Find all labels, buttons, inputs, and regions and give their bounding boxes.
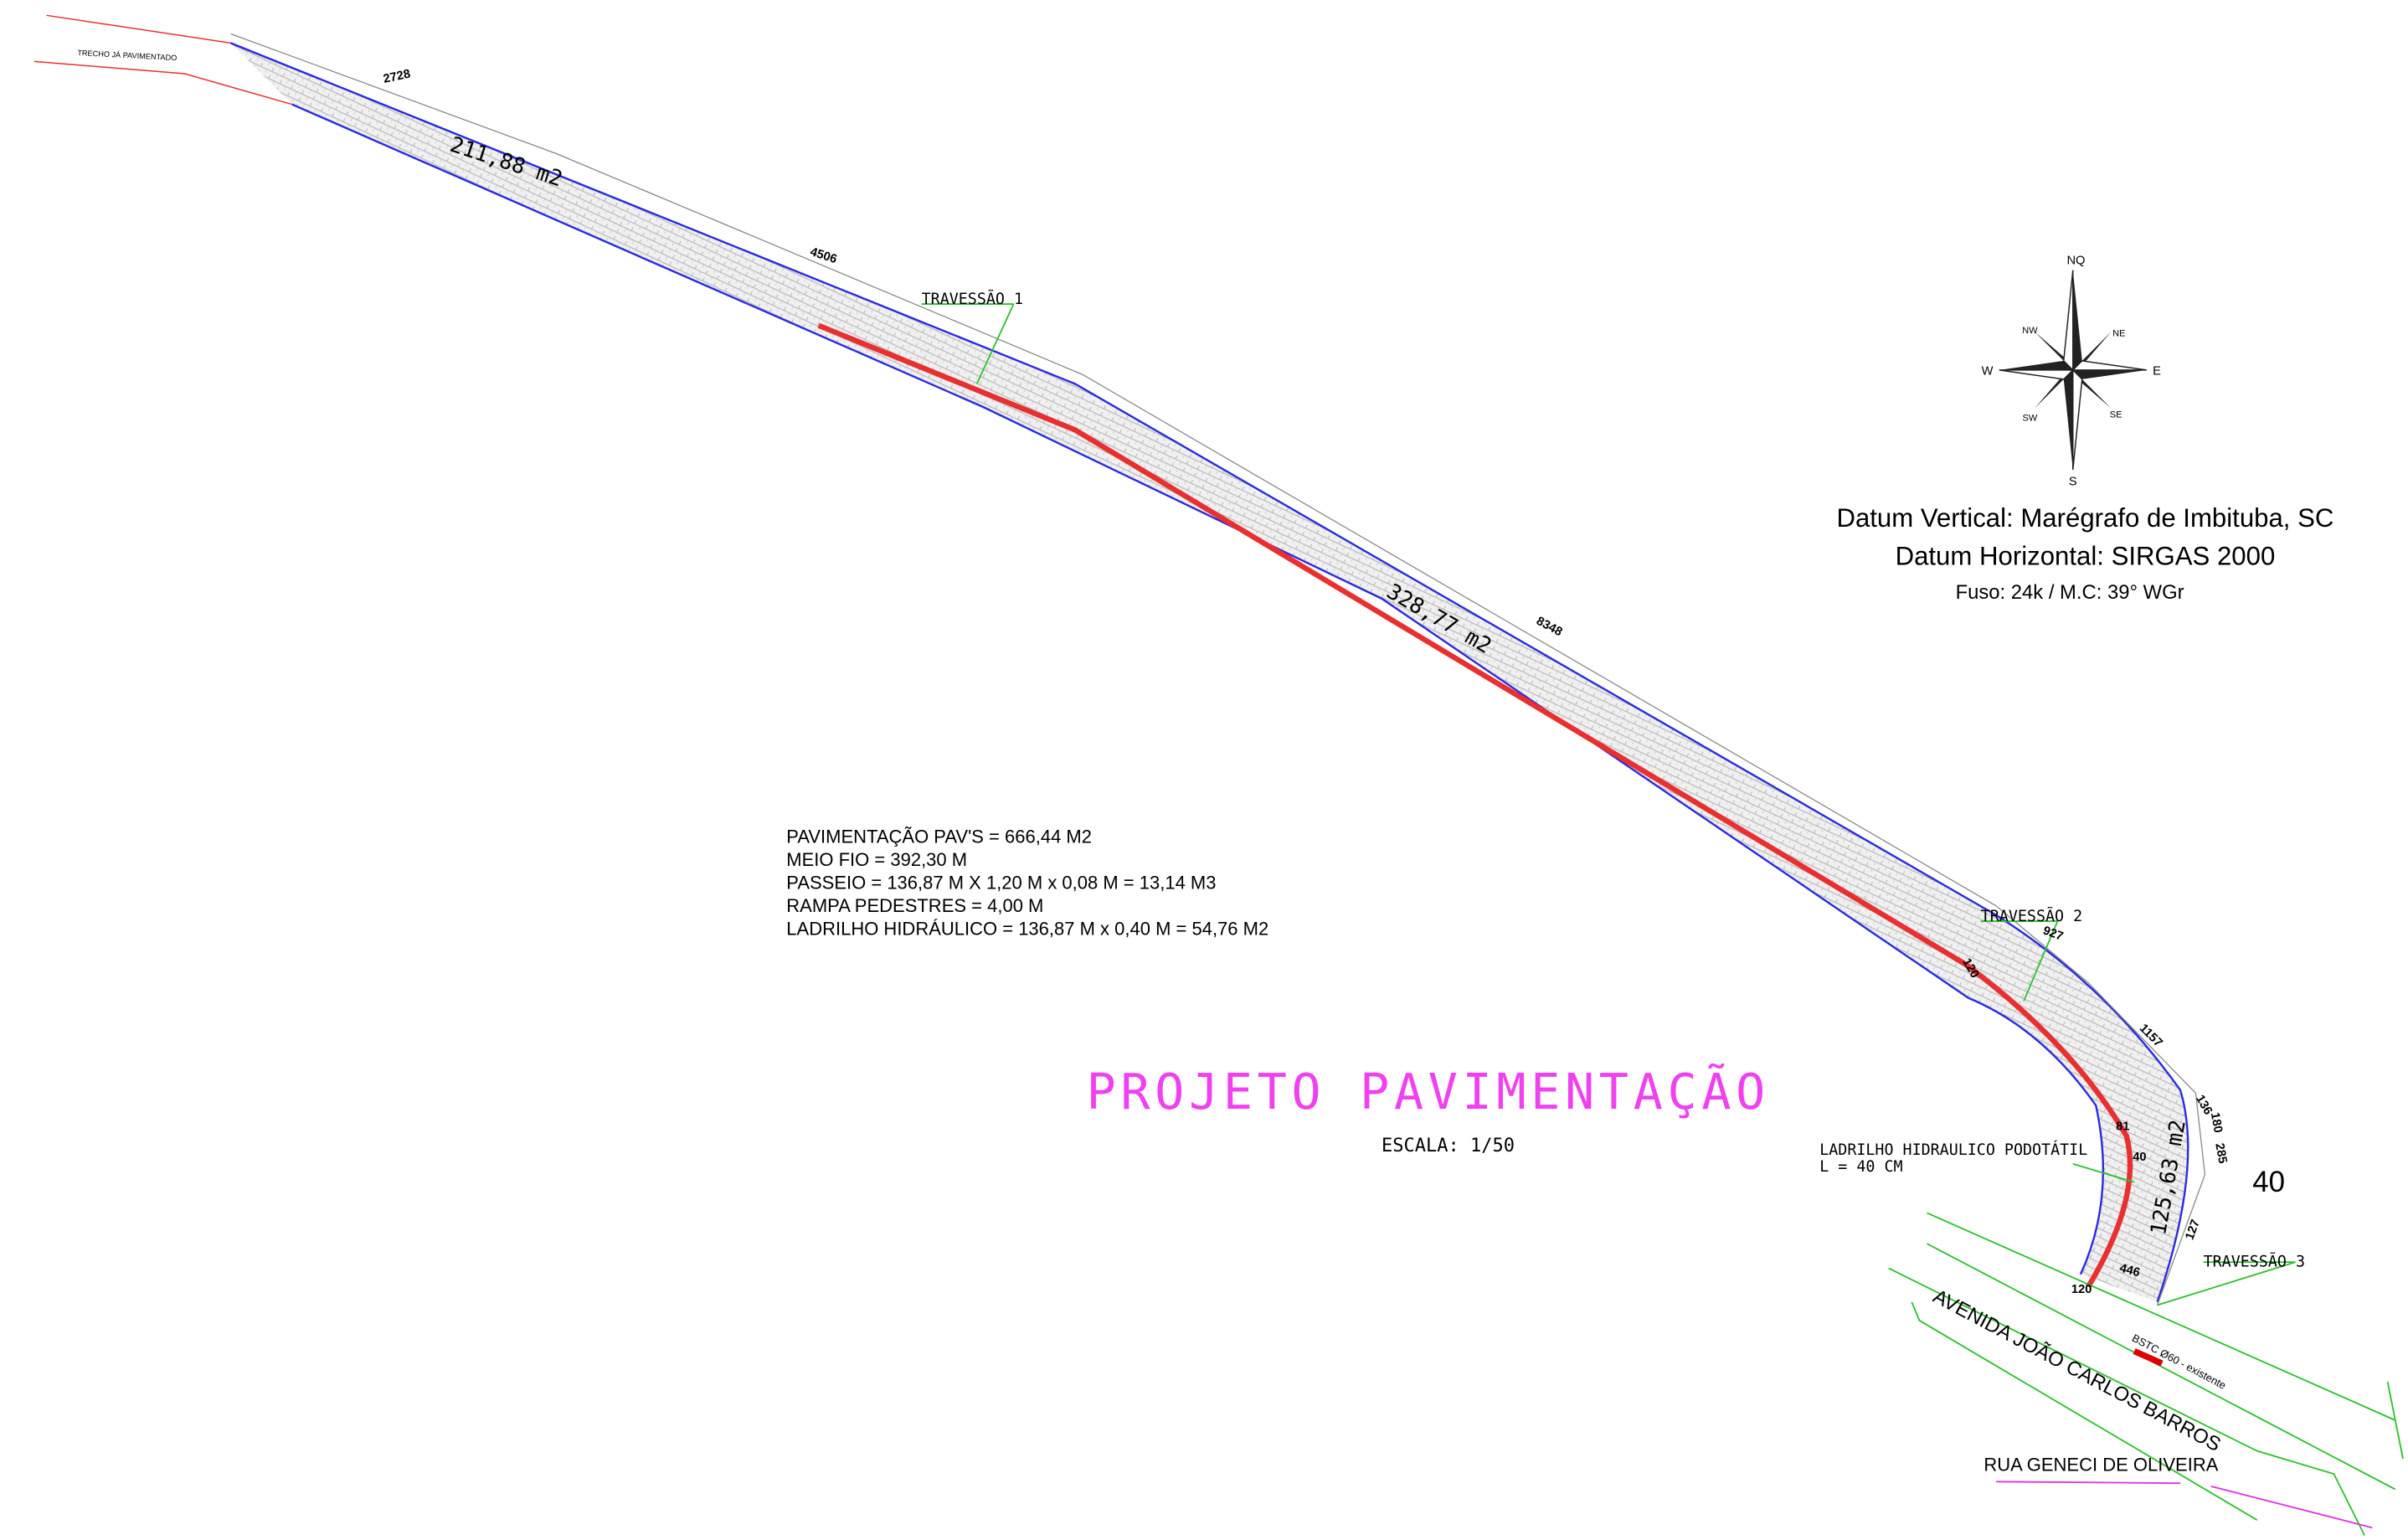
sheet-number: 40 [2252, 1166, 2285, 1198]
compass-label: NW [2022, 326, 2038, 336]
crossing: TRAVESSÃO 3 [2204, 1253, 2305, 1271]
compass-label: SE [2110, 410, 2122, 420]
note: PASSEIO = 136,87 M X 1,20 M x 0,08 M = 1… [786, 873, 1216, 894]
datum: Fuso: 24k / M.C: 39° WGr [1956, 581, 2184, 604]
label: L = 40 CM [1819, 1158, 1902, 1176]
street-name: RUA GENECI DE OLIVEIRA [1984, 1454, 2218, 1475]
compass-label: NE [2112, 329, 2125, 339]
paved-limit [33, 14, 293, 106]
datum: Datum Horizontal: SIRGAS 2000 [1896, 542, 2276, 571]
dimension: 180 [2208, 1111, 2225, 1134]
note: RAMPA PEDESTRES = 4,00 M [786, 895, 1043, 916]
dimension: 120 [2071, 1283, 2092, 1296]
compass-label: NQ [2066, 254, 2085, 267]
dimension-line [230, 33, 2206, 1306]
dimension: 8348 [1534, 615, 1564, 639]
dimensions: 2728 4506 8348 927 1157 136 180 285 127 … [382, 67, 2229, 1295]
note: LADRILHO HIDRÁULICO = 136,87 M x 0,40 M … [786, 919, 1268, 940]
dimension: 4506 [809, 245, 839, 266]
edge-top [230, 42, 2189, 1303]
edge-bottom [291, 103, 2105, 1275]
crossing-lines [921, 303, 2296, 1306]
crossing: TRAVESSÃO 1 [922, 290, 1023, 308]
compass-label: E [2153, 364, 2161, 378]
title: PROJETO PAVIMENTAÇÃO [1087, 1064, 1770, 1120]
note: PAVIMENTAÇÃO PAV'S = 666,44 M2 [786, 827, 1092, 847]
notes: PAVIMENTAÇÃO PAV'S = 666,44 M2 MEIO FIO … [786, 827, 1268, 940]
datum: Datum Vertical: Marégrafo de Imbituba, S… [1836, 503, 2333, 533]
scale: ESCALA: 1/50 [1382, 1136, 1515, 1156]
dimension: 446 [2118, 1262, 2142, 1280]
note: MEIO FIO = 392,30 M [786, 849, 967, 870]
compass-label: W [1982, 364, 1994, 378]
compass-label: SW [2023, 413, 2038, 423]
avenue [1888, 1212, 2404, 1536]
dimension: 40 [2133, 1151, 2146, 1164]
avenue-name: AVENIDA JOÃO CARLOS BARROS [1929, 1285, 2225, 1456]
compass-label: S [2069, 475, 2077, 488]
road [33, 14, 2296, 1306]
curb [817, 322, 2133, 1289]
compass: NQ NW NE W E SW SE S [1982, 254, 2162, 488]
dimension: 927 [2041, 924, 2065, 943]
dimension: 127 [2183, 1218, 2202, 1241]
dimension: 81 [2116, 1120, 2129, 1133]
label: TRECHO JÁ PAVIMENTADO [77, 49, 177, 62]
crossing: TRAVESSÃO 2 [1981, 907, 2082, 925]
dimension: 2728 [382, 67, 411, 85]
dimension: 285 [2212, 1142, 2229, 1165]
label: LADRILHO HIDRAULICO PODOTÁTIL [1819, 1141, 2087, 1159]
